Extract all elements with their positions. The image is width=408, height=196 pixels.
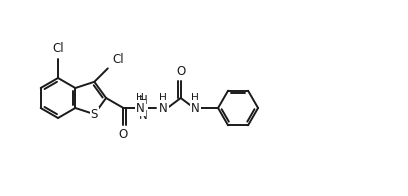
Text: N: N (136, 102, 145, 114)
Text: H: H (160, 93, 167, 103)
Text: N: N (191, 102, 200, 114)
Text: O: O (119, 128, 128, 141)
Text: S: S (91, 108, 98, 121)
Text: H: H (191, 93, 199, 103)
Text: H
N: H N (139, 94, 148, 122)
Text: Cl: Cl (113, 53, 124, 66)
Text: N: N (159, 102, 168, 114)
Text: O: O (176, 65, 185, 78)
Text: H: H (137, 93, 144, 103)
Text: Cl: Cl (52, 42, 64, 55)
